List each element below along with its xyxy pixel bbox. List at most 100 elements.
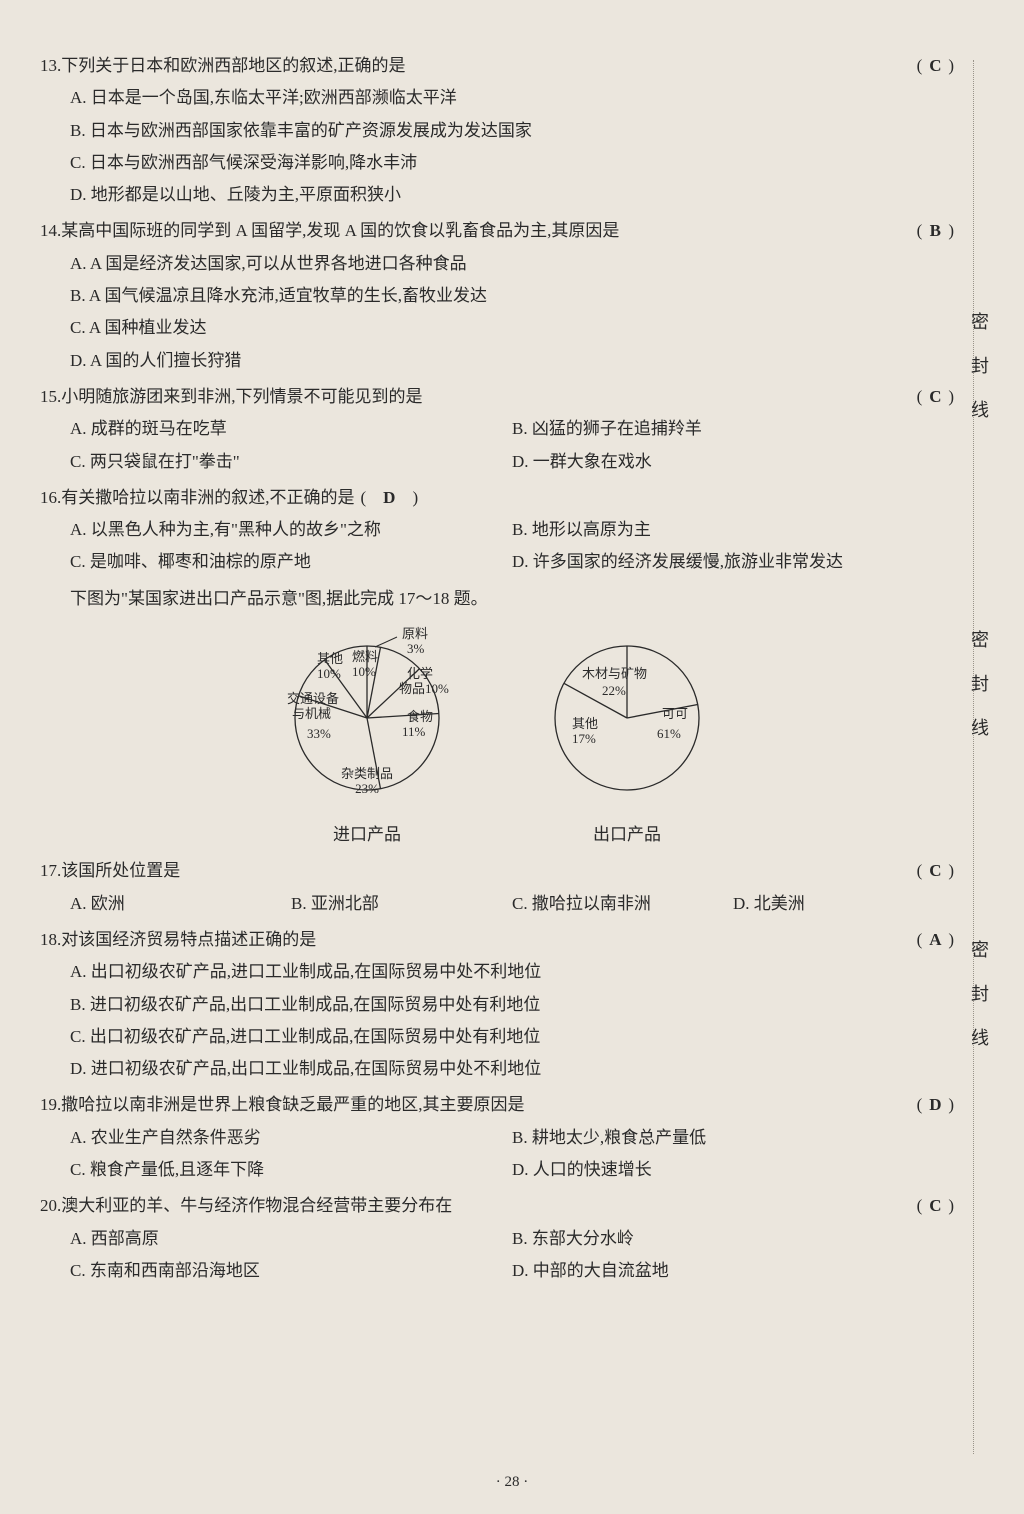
- option: D. 一群大象在戏水: [512, 446, 954, 478]
- question-text: 有关撒哈拉以南非洲的叙述,不正确的是( D ): [61, 482, 954, 514]
- question: 13.下列关于日本和欧洲西部地区的叙述,正确的是 (C)A. 日本是一个岛国,东临…: [40, 50, 954, 211]
- option: D. 进口初级农矿产品,出口工业制成品,在国际贸易中处不利地位: [70, 1053, 954, 1085]
- export-chart-block: 木材与矿物22%可可61%其他17%出口产品: [517, 623, 737, 851]
- pie-label: 10%: [317, 666, 341, 681]
- option: A. A 国是经济发达国家,可以从世界各地进口各种食品: [70, 248, 954, 280]
- answer-box: (A): [917, 924, 954, 956]
- question-number: 16.: [40, 482, 61, 514]
- options: A. 农业生产自然条件恶劣B. 耕地太少,粮食总产量低C. 粮食产量低,且逐年下…: [40, 1122, 954, 1187]
- pie-label: 可可: [662, 706, 688, 721]
- options: A. 以黑色人种为主,有"黑种人的故乡"之称B. 地形以高原为主C. 是咖啡、椰…: [40, 514, 954, 579]
- chart-title: 进口产品: [333, 819, 401, 851]
- options: A. 日本是一个岛国,东临太平洋;欧洲西部濒临太平洋B. 日本与欧洲西部国家依靠…: [40, 82, 954, 211]
- question: 20.澳大利亚的羊、牛与经济作物混合经营带主要分布在(C)A. 西部高原B. 东…: [40, 1190, 954, 1287]
- question-text: 撒哈拉以南非洲是世界上粮食缺乏最严重的地区,其主要原因是: [61, 1089, 908, 1121]
- question-text: 下列关于日本和欧洲西部地区的叙述,正确的是: [61, 50, 908, 82]
- question-number: 17.: [40, 855, 61, 887]
- option: C. 出口初级农矿产品,进口工业制成品,在国际贸易中处有利地位: [70, 1021, 954, 1053]
- import-chart-block: 原料3%化学物品10%食物11%杂类制品23%交通设备与机械33%其他10%燃料…: [257, 623, 477, 851]
- question-number: 20.: [40, 1190, 61, 1222]
- question-number: 19.: [40, 1089, 61, 1121]
- answer-box: (D): [917, 1089, 954, 1121]
- answer-box: ( D ): [361, 488, 419, 507]
- pie-label: 23%: [355, 781, 379, 796]
- page-number: · 28 ·: [0, 1468, 1024, 1497]
- option: A. 以黑色人种为主,有"黑种人的故乡"之称: [70, 514, 512, 546]
- option: B. 日本与欧洲西部国家依靠丰富的矿产资源发展成为发达国家: [70, 115, 954, 147]
- question-text: 某高中国际班的同学到 A 国留学,发现 A 国的饮食以乳畜食品为主,其原因是: [61, 215, 908, 247]
- option: D. 北美洲: [733, 888, 954, 920]
- option: B. 地形以高原为主: [512, 514, 954, 546]
- question-text: 该国所处位置是: [61, 855, 908, 887]
- pie-label: 燃料: [352, 649, 378, 664]
- options: A. 成群的斑马在吃草B. 凶猛的狮子在追捕羚羊C. 两只袋鼠在打"拳击"D. …: [40, 413, 954, 478]
- option: B. A 国气候温凉且降水充沛,适宜牧草的生长,畜牧业发达: [70, 280, 954, 312]
- pie-label: 其他: [317, 651, 343, 666]
- pie-label: 交通设备: [287, 691, 339, 706]
- chart-intro: 下图为"某国家进出口产品示意"图,据此完成 17～18 题。: [40, 583, 954, 615]
- question-number: 13.: [40, 50, 61, 82]
- option: D. 人口的快速增长: [512, 1154, 954, 1186]
- question-text: 小明随旅游团来到非洲,下列情景不可能见到的是: [61, 381, 908, 413]
- question: 18.对该国经济贸易特点描述正确的是 (A)A. 出口初级农矿产品,进口工业制成品…: [40, 924, 954, 1085]
- pie-label: 木材与矿物: [582, 666, 647, 681]
- question-number: 18.: [40, 924, 61, 956]
- charts-row: 原料3%化学物品10%食物11%杂类制品23%交通设备与机械33%其他10%燃料…: [40, 623, 954, 851]
- option: A. 成群的斑马在吃草: [70, 413, 512, 445]
- option: C. 日本与欧洲西部气候深受海洋影响,降水丰沛: [70, 147, 954, 179]
- question: 15.小明随旅游团来到非洲,下列情景不可能见到的是 (C)A. 成群的斑马在吃草B…: [40, 381, 954, 478]
- pie-label: 化学: [407, 666, 433, 681]
- pie-label: 食物: [407, 709, 433, 724]
- option: A. 农业生产自然条件恶劣: [70, 1122, 512, 1154]
- option: D. 中部的大自流盆地: [512, 1255, 954, 1287]
- pie-label: 与机械: [292, 706, 331, 721]
- pie-label: 原料: [402, 626, 428, 641]
- option: C. 撒哈拉以南非洲: [512, 888, 733, 920]
- pie-label: 杂类制品: [341, 766, 393, 781]
- margin-seal-label: 密封线: [962, 940, 996, 1072]
- answer-box: (C): [917, 855, 954, 887]
- question: 14.某高中国际班的同学到 A 国留学,发现 A 国的饮食以乳畜食品为主,其原因…: [40, 215, 954, 376]
- answer-box: (B): [917, 215, 954, 247]
- option: C. 是咖啡、椰枣和油棕的原产地: [70, 546, 512, 578]
- option: C. 粮食产量低,且逐年下降: [70, 1154, 512, 1186]
- option: C. A 国种植业发达: [70, 312, 954, 344]
- pie-chart: 原料3%化学物品10%食物11%杂类制品23%交通设备与机械33%其他10%燃料…: [257, 623, 477, 813]
- pie-chart: 木材与矿物22%可可61%其他17%: [517, 623, 737, 813]
- answer-box: (C): [917, 50, 954, 82]
- question-number: 15.: [40, 381, 61, 413]
- option: A. 欧洲: [70, 888, 291, 920]
- pie-label: 33%: [307, 726, 331, 741]
- option: A. 西部高原: [70, 1223, 512, 1255]
- question: 19.撒哈拉以南非洲是世界上粮食缺乏最严重的地区,其主要原因是(D)A. 农业生…: [40, 1089, 954, 1186]
- option: A. 日本是一个岛国,东临太平洋;欧洲西部濒临太平洋: [70, 82, 954, 114]
- option: B. 亚洲北部: [291, 888, 512, 920]
- options: A. 欧洲B. 亚洲北部C. 撒哈拉以南非洲D. 北美洲: [40, 888, 954, 920]
- chart-title: 出口产品: [593, 819, 661, 851]
- question-number: 14.: [40, 215, 61, 247]
- options: A. 西部高原B. 东部大分水岭C. 东南和西南部沿海地区D. 中部的大自流盆地: [40, 1223, 954, 1288]
- pie-label: 3%: [407, 641, 425, 656]
- margin-seal-label: 密封线: [962, 312, 996, 444]
- option: D. 许多国家的经济发展缓慢,旅游业非常发达: [512, 546, 954, 578]
- pie-label: 其他: [572, 716, 598, 731]
- option: A. 出口初级农矿产品,进口工业制成品,在国际贸易中处不利地位: [70, 956, 954, 988]
- pie-label: 物品10%: [399, 681, 449, 696]
- question-text: 对该国经济贸易特点描述正确的是: [61, 924, 908, 956]
- option: B. 东部大分水岭: [512, 1223, 954, 1255]
- option: D. 地形都是以山地、丘陵为主,平原面积狭小: [70, 179, 954, 211]
- pie-label: 22%: [602, 683, 626, 698]
- answer-box: (C): [917, 381, 954, 413]
- pie-label: 61%: [657, 726, 681, 741]
- option: D. A 国的人们擅长狩猎: [70, 345, 954, 377]
- question-text: 澳大利亚的羊、牛与经济作物混合经营带主要分布在: [61, 1190, 908, 1222]
- pie-label: 10%: [352, 664, 376, 679]
- option: C. 两只袋鼠在打"拳击": [70, 446, 512, 478]
- question: 17.该国所处位置是(C)A. 欧洲B. 亚洲北部C. 撒哈拉以南非洲D. 北美…: [40, 855, 954, 920]
- option: B. 进口初级农矿产品,出口工业制成品,在国际贸易中处有利地位: [70, 989, 954, 1021]
- option: C. 东南和西南部沿海地区: [70, 1255, 512, 1287]
- question: 16.有关撒哈拉以南非洲的叙述,不正确的是( D )A. 以黑色人种为主,有"黑…: [40, 482, 954, 579]
- answer-box: (C): [917, 1190, 954, 1222]
- pie-label: 11%: [402, 724, 426, 739]
- option: B. 耕地太少,粮食总产量低: [512, 1122, 954, 1154]
